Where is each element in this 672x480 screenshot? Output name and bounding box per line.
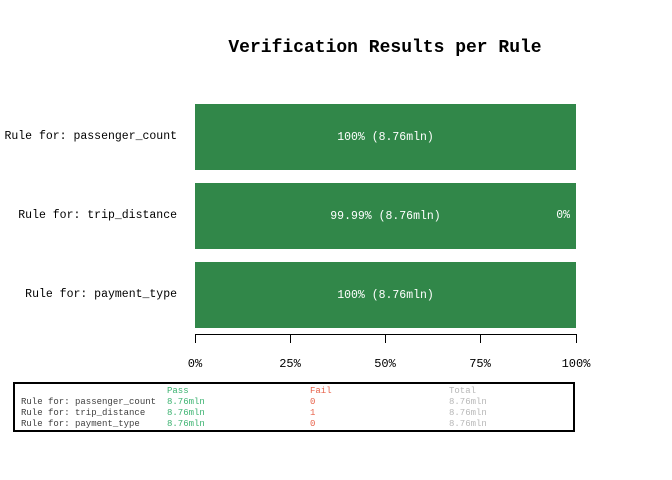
- bar-fail-label: 0%: [556, 209, 570, 222]
- y-axis-label-trip-distance: Rule for: trip_distance: [18, 209, 177, 222]
- chart-title: Verification Results per Rule: [228, 38, 542, 58]
- bar-value-label: 100% (8.76mln): [337, 130, 434, 144]
- x-axis-tick-label: 75%: [469, 357, 491, 371]
- table-row: Rule for: trip_distance 8.76mln 1 8.76ml…: [15, 408, 573, 419]
- bar-pass-segment: 100% (8.76mln): [195, 262, 576, 328]
- table-cell-total: 8.76mln: [449, 397, 487, 407]
- table-cell-fail: 0: [310, 397, 316, 407]
- table-cell-pass: 8.76mln: [167, 397, 205, 407]
- table-header-total: Total: [449, 386, 477, 396]
- x-axis-tick-label: 0%: [187, 357, 203, 371]
- bar-passenger-count: 100% (8.76mln): [195, 104, 576, 170]
- table-cell-rule: Rule for: passenger_count: [21, 397, 157, 407]
- y-axis-label-payment-type: Rule for: payment_type: [25, 288, 177, 301]
- bar-value-label: 99.99% (8.76mln): [330, 209, 441, 223]
- x-axis-tick-label: 25%: [279, 357, 301, 371]
- table-cell-pass: 8.76mln: [167, 419, 205, 429]
- table-cell-pass: 8.76mln: [167, 408, 205, 418]
- x-axis-tick-label: 100%: [561, 357, 591, 371]
- bar-pass-segment: 100% (8.76mln): [195, 104, 576, 170]
- x-axis-tick: [576, 334, 577, 343]
- x-axis-tick: [385, 334, 386, 343]
- bar-value-label: 100% (8.76mln): [337, 288, 434, 302]
- bar-payment-type: 100% (8.76mln): [195, 262, 576, 328]
- table-header-pass: Pass: [167, 386, 189, 396]
- table-cell-fail: 0: [310, 419, 316, 429]
- table-row: Rule for: payment_type 8.76mln 0 8.76mln: [15, 419, 573, 430]
- x-axis-tick: [480, 334, 481, 343]
- table-cell-total: 8.76mln: [449, 408, 487, 418]
- table-cell-rule: Rule for: trip_distance: [21, 408, 146, 418]
- x-axis-tick-label: 50%: [374, 357, 396, 371]
- table-header-rule: [21, 386, 167, 397]
- x-axis-line: [195, 334, 577, 335]
- table-cell-fail: 1: [310, 408, 316, 418]
- table-header-row: Pass Fail Total: [15, 386, 573, 397]
- y-axis-label-passenger-count: Rule for: passenger_count: [4, 130, 177, 143]
- table-cell-rule: Rule for: payment_type: [21, 419, 140, 429]
- table-cell-total: 8.76mln: [449, 419, 487, 429]
- table-row: Rule for: passenger_count 8.76mln 0 8.76…: [15, 397, 573, 408]
- x-axis-tick: [290, 334, 291, 343]
- bar-trip-distance: 99.99% (8.76mln) 0%: [195, 183, 576, 249]
- bar-pass-segment: 99.99% (8.76mln): [195, 183, 576, 249]
- x-axis-tick: [195, 334, 196, 343]
- table-header-fail: Fail: [310, 386, 332, 396]
- summary-table: Pass Fail Total Rule for: passenger_coun…: [13, 382, 575, 432]
